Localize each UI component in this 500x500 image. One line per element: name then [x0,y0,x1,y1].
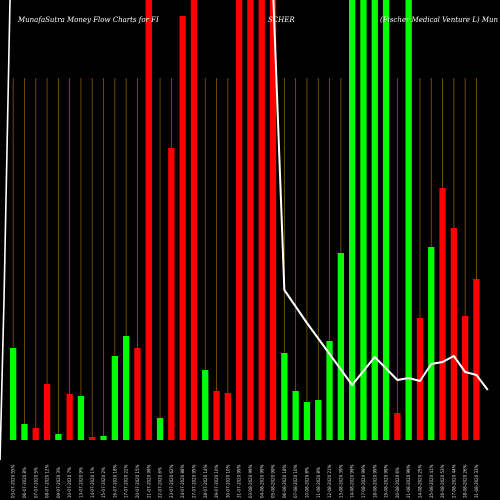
x-tick-label: 08-07-2020 12% [45,464,50,498]
left-edge-line [0,0,11,461]
x-tick-label: 04-08-2020 99% [259,464,264,498]
bar-down [473,279,480,440]
tick-labels: 03-07-2020 55% 06-07-2020 8% 07-07-2020 5%… [11,464,479,498]
x-tick-label: 14-08-2020 99% [350,464,355,498]
bar-down [66,394,73,440]
bar-up [303,402,311,440]
bar-up [337,253,344,440]
bar-up [349,0,356,440]
x-tick-label: 21-07-2020 99% [146,464,151,498]
x-tick-label: 19-08-2020 99% [384,464,389,498]
bar-up [156,418,164,440]
x-tick-label: 20-07-2020 15% [135,464,140,498]
bar-down [269,0,277,440]
bar-down [134,348,141,440]
x-tick-label: 17-08-2020 99% [361,464,366,498]
x-tick-label: 15-07-2020 2% [101,467,106,498]
chart-title-left: MunafaSutra Money Flow Charts for FI [17,16,159,24]
bar-down [462,316,469,440]
bar-down [213,391,220,440]
x-tick-label: 24-08-2020 25% [417,464,422,498]
x-tick-label: 28-07-2020 14% [203,464,208,498]
x-tick-label: 07-07-2020 5% [33,467,38,498]
bar-down [450,228,457,440]
x-tick-label: 29-07-2020 10% [214,464,219,498]
x-tick-label: 18-08-2020 99% [372,464,377,498]
bar-down [258,0,265,440]
x-tick-label: 25-08-2020 41% [429,464,434,498]
x-tick-label: 13-08-2020 39% [338,464,343,498]
bar-down [179,16,186,440]
bar-up [55,434,62,440]
bar-down [32,428,39,440]
x-tick-label: 12-08-2020 21% [327,464,332,498]
bar-down [416,318,424,440]
overlay-group [0,0,489,461]
bar-down [145,0,152,440]
bar-up [111,356,118,440]
x-tick-label: 30-07-2020 10% [225,464,230,498]
chart-title-mid: SCHER [268,16,295,24]
x-tick-label: 07-08-2020 10% [293,464,298,498]
bar-down [43,384,51,440]
x-tick-label: 24-07-2020 88% [180,464,185,498]
bar-up [123,336,130,440]
x-tick-label: 06-08-2020 18% [282,464,287,498]
x-tick-label: 05-08-2020 99% [271,464,276,498]
x-tick-label: 11-08-2020 8% [316,467,321,498]
bar-down [439,188,446,440]
bar-up [371,0,378,440]
bar-up [202,370,209,440]
x-tick-label: 22-07-2020 6% [158,467,163,498]
x-tick-label: 17-07-2020 22% [124,464,129,498]
bar-down [236,0,243,440]
bar-up [100,436,107,440]
x-tick-label: 26-08-2020 53% [440,464,445,498]
bar-up [428,247,435,440]
x-tick-label: 10-08-2020 8% [304,467,309,498]
money-flow-line [272,0,489,391]
x-tick-label: 03-08-2020 99% [248,464,253,498]
bar-down [168,148,175,440]
chart-title-right: (Fischer Medical Venture L) Mun [380,16,499,24]
x-tick-label: 27-07-2020 95% [191,464,196,498]
x-tick-label: 10-07-2020 7% [67,467,72,498]
bar-down [394,413,401,440]
x-tick-label: 23-07-2020 62% [169,464,174,498]
x-tick-label: 03-07-2020 55% [11,464,16,498]
x-tick-label: 21-08-2020 99% [406,464,411,498]
bars-group [10,0,480,440]
bar-down [89,437,96,440]
x-tick-label: 06-07-2020 8% [22,467,27,498]
x-tick-label: 31-07-2020 99% [237,464,242,498]
bar-down [224,393,231,440]
x-tick-label: 16-07-2020 18% [112,464,117,498]
x-tick-label: 31-08-2020 33% [474,464,479,498]
bar-down [190,0,198,440]
x-tick-label: 13-07-2020 9% [78,467,83,498]
bar-up [315,400,322,440]
bar-up [326,341,333,440]
bar-up [77,396,85,440]
bar-up [21,424,28,440]
x-tick-label: 09-07-2020 3% [56,467,61,498]
bar-up [281,353,288,440]
x-tick-label: 27-08-2020 44% [451,464,456,498]
x-tick-label: 20-08-2020 6% [395,467,400,498]
bar-up [360,0,367,440]
bar-down [247,0,254,440]
bar-up [405,0,412,440]
bar-up [382,0,390,440]
bar-up [292,391,299,440]
x-tick-label: 14-07-2020 1% [90,467,95,498]
x-tick-label: 28-08-2020 26% [463,464,468,498]
bar-up [10,348,17,440]
